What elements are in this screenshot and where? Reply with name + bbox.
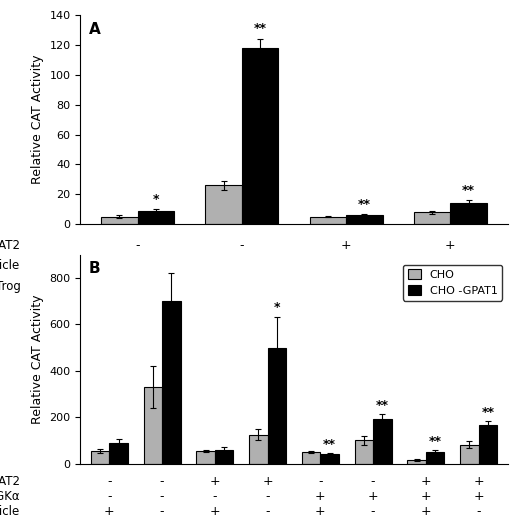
Y-axis label: Relative CAT Activity: Relative CAT Activity <box>31 55 44 184</box>
Text: +: + <box>445 280 456 294</box>
Text: -: - <box>160 475 164 488</box>
Text: Vehicle: Vehicle <box>0 260 21 272</box>
Bar <box>249 435 268 464</box>
Y-axis label: Relative CAT Activity: Relative CAT Activity <box>31 295 44 424</box>
Text: +: + <box>421 475 431 488</box>
Text: -: - <box>477 505 481 515</box>
Bar <box>91 451 109 464</box>
Bar <box>196 451 215 464</box>
Bar <box>450 203 487 224</box>
Text: **: ** <box>376 399 389 412</box>
Bar <box>407 460 426 464</box>
Text: **: ** <box>462 184 475 197</box>
Text: +: + <box>209 475 220 488</box>
Bar <box>426 452 444 464</box>
Text: -: - <box>135 280 140 294</box>
Text: -: - <box>160 505 164 515</box>
Text: +: + <box>445 238 456 252</box>
Bar <box>268 348 286 464</box>
Bar <box>355 440 373 464</box>
Text: +: + <box>473 490 484 503</box>
Bar <box>109 443 128 464</box>
Text: -: - <box>448 260 453 272</box>
Text: -: - <box>371 475 376 488</box>
Bar <box>205 185 242 224</box>
Text: **: ** <box>358 198 371 211</box>
Text: AGPAT2: AGPAT2 <box>0 238 21 252</box>
Bar <box>138 211 174 224</box>
Bar <box>346 215 383 224</box>
Text: +: + <box>315 505 326 515</box>
Text: -: - <box>318 475 323 488</box>
Text: -: - <box>107 475 111 488</box>
Text: +: + <box>104 505 114 515</box>
Bar <box>320 454 339 464</box>
Text: +: + <box>209 505 220 515</box>
Text: -: - <box>265 505 270 515</box>
Text: +: + <box>473 475 484 488</box>
Bar <box>242 48 278 224</box>
Bar <box>162 301 181 464</box>
Text: B: B <box>89 261 100 276</box>
Text: A: A <box>89 22 100 37</box>
Text: -: - <box>240 260 244 272</box>
Text: **: ** <box>323 438 336 451</box>
Text: -: - <box>371 505 376 515</box>
Text: *: * <box>153 193 159 206</box>
Bar <box>373 419 392 464</box>
Bar <box>310 217 346 224</box>
Text: +: + <box>421 505 431 515</box>
Text: **: ** <box>428 435 442 448</box>
Text: +: + <box>237 280 247 294</box>
Bar <box>414 212 450 224</box>
Text: -: - <box>135 238 140 252</box>
Text: -: - <box>107 490 111 503</box>
Text: **: ** <box>254 22 267 35</box>
Bar <box>143 387 162 464</box>
Bar <box>479 425 497 464</box>
Text: +: + <box>341 238 351 252</box>
Text: +: + <box>368 490 379 503</box>
Bar <box>302 452 320 464</box>
Text: +: + <box>421 490 431 503</box>
Text: Trog: Trog <box>0 280 21 294</box>
Text: +: + <box>315 490 326 503</box>
Text: DGKα: DGKα <box>0 490 21 503</box>
Text: AGPAT2: AGPAT2 <box>0 475 21 488</box>
Text: Vehicle: Vehicle <box>0 505 21 515</box>
Bar <box>215 450 233 464</box>
Text: -: - <box>160 490 164 503</box>
Text: -: - <box>212 490 217 503</box>
Text: -: - <box>240 238 244 252</box>
Text: **: ** <box>481 406 494 419</box>
Legend: CHO, CHO -GPAT1: CHO, CHO -GPAT1 <box>403 265 502 301</box>
Text: *: * <box>274 301 280 314</box>
Text: +: + <box>132 260 143 272</box>
Bar <box>460 445 479 464</box>
Text: +: + <box>341 260 351 272</box>
Text: -: - <box>265 490 270 503</box>
Text: +: + <box>262 475 273 488</box>
Text: -: - <box>344 280 348 294</box>
Bar <box>101 217 138 224</box>
